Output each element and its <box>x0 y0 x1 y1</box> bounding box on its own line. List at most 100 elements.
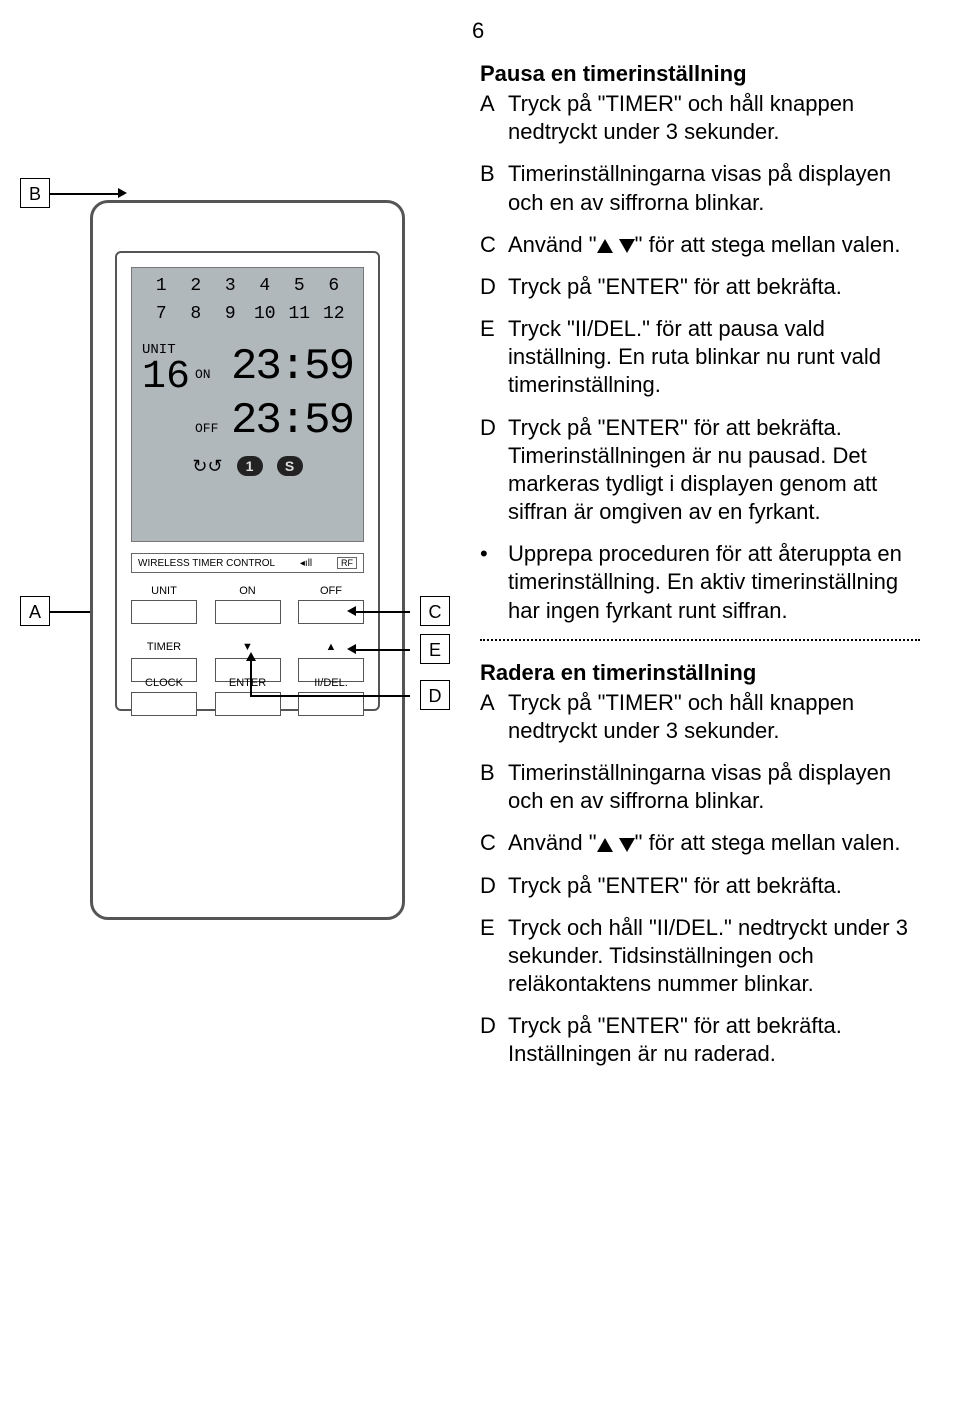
rf-label: RF <box>337 557 357 569</box>
step-body: Tryck på "ENTER" för att bekräfta. Timer… <box>508 414 920 527</box>
step-D1a: D Tryck på "ENTER" för att bekräfta. <box>480 273 920 301</box>
triangle-down-icon <box>619 838 635 852</box>
c-pre: Använd " <box>508 232 597 257</box>
leader-D-v <box>250 660 252 696</box>
step-letter: D <box>480 414 508 527</box>
step-A2: A Tryck på "TIMER" och håll knappen nedt… <box>480 689 920 745</box>
digit: 9 <box>216 304 244 324</box>
step-letter: D <box>480 872 508 900</box>
digit: 8 <box>182 304 210 324</box>
step-letter: E <box>480 315 508 399</box>
unit-value: 16 <box>142 358 195 398</box>
triangle-up-icon <box>597 239 613 253</box>
del-btn-label: II/DEL. <box>298 677 364 689</box>
step-letter: A <box>480 689 508 745</box>
leader-B <box>50 193 120 195</box>
step-letter: E <box>480 914 508 998</box>
digit: 7 <box>147 304 175 324</box>
unit-button[interactable] <box>131 600 197 624</box>
off-btn-label: OFF <box>298 585 364 597</box>
digit: 3 <box>216 276 244 296</box>
bullet-dot: • <box>480 540 508 624</box>
remote-body: 1 2 3 4 5 6 7 8 9 10 11 12 UNIT <box>90 200 405 920</box>
time-on: 23:59 <box>231 342 353 392</box>
button-row-3: CLOCK ENTER II/DEL. <box>131 677 364 716</box>
leader-C-arrow <box>347 606 356 616</box>
enter-btn-label: ENTER <box>215 677 281 689</box>
callout-D: D <box>420 680 450 710</box>
triangle-down-icon <box>619 239 635 253</box>
control-label-strip: WIRELESS TIMER CONTROL ◂ıll RF <box>131 553 364 573</box>
off-label: OFF <box>195 421 231 436</box>
page-number: 6 <box>472 18 484 44</box>
step-E1: E Tryck "II/DEL." för att pausa vald ins… <box>480 315 920 399</box>
step-C2: C Använd " " för att stega mellan valen. <box>480 829 920 857</box>
step-body: Tryck på "ENTER" för att bekräfta. Instä… <box>508 1012 920 1068</box>
step-body: Timerinställningarna visas på displayen … <box>508 160 920 216</box>
on-button[interactable] <box>215 600 281 624</box>
callout-C: C <box>420 596 450 626</box>
display-digits-row1: 1 2 3 4 5 6 <box>132 268 363 296</box>
step-letter: D <box>480 1012 508 1068</box>
remote-panel: 1 2 3 4 5 6 7 8 9 10 11 12 UNIT <box>115 251 380 711</box>
digit: 10 <box>251 304 279 324</box>
step-body: Använd " " för att stega mellan valen. <box>508 231 920 259</box>
digit: 11 <box>285 304 313 324</box>
step-letter: C <box>480 231 508 259</box>
step-body: Tryck och håll "II/DEL." nedtryckt under… <box>508 914 920 998</box>
step-D2b: D Tryck på "ENTER" för att bekräfta. Ins… <box>480 1012 920 1068</box>
section-divider <box>480 639 920 641</box>
step-body: Tryck "II/DEL." för att pausa vald instä… <box>508 315 920 399</box>
digit: 1 <box>147 276 175 296</box>
leader-E-arrow <box>347 644 356 654</box>
step-letter: B <box>480 160 508 216</box>
on-btn-label: ON <box>215 585 281 597</box>
lcd-display: 1 2 3 4 5 6 7 8 9 10 11 12 UNIT <box>131 267 364 542</box>
button-row-1: UNIT ON OFF <box>131 585 364 624</box>
callout-A: A <box>20 596 50 626</box>
step-body: Tryck på "ENTER" för att bekräfta. <box>508 872 920 900</box>
step-C1: C Använd " " för att stega mellan valen. <box>480 231 920 259</box>
section1-title: Pausa en timerinställning <box>480 60 920 88</box>
section2-title: Radera en timerinställning <box>480 659 920 687</box>
clock-button[interactable] <box>131 692 197 716</box>
leader-D-h <box>250 695 410 697</box>
c-post: " för att stega mellan valen. <box>635 232 901 257</box>
on-label: ON <box>195 367 231 382</box>
digit: 4 <box>251 276 279 296</box>
remote-diagram: B A 1 2 3 4 5 6 7 8 9 10 1 <box>55 200 405 920</box>
step-E2: E Tryck och håll "II/DEL." nedtryckt und… <box>480 914 920 998</box>
digit: 5 <box>285 276 313 296</box>
step-B2: B Timerinställningarna visas på displaye… <box>480 759 920 815</box>
timer-btn-label: TIMER <box>131 641 197 655</box>
control-text: WIRELESS TIMER CONTROL <box>138 558 275 569</box>
pill-S: S <box>277 456 303 476</box>
step-letter: A <box>480 90 508 146</box>
bullet-body: Upprepa proceduren för att återuppta en … <box>508 540 920 624</box>
bullet-repeat: • Upprepa proceduren för att återuppta e… <box>480 540 920 624</box>
leader-C <box>355 611 410 613</box>
digit: 2 <box>182 276 210 296</box>
instructions-column: Pausa en timerinställning A Tryck på "TI… <box>480 60 920 1069</box>
unit-btn-label: UNIT <box>131 585 197 597</box>
step-letter: B <box>480 759 508 815</box>
signal-icon: ◂ıll <box>300 558 312 569</box>
step-D1b: D Tryck på "ENTER" för att bekräfta. Tim… <box>480 414 920 527</box>
step-body: Tryck på "TIMER" och håll knappen nedtry… <box>508 689 920 745</box>
callout-E: E <box>420 634 450 664</box>
recycle-icon: ↻↺ <box>192 456 222 477</box>
step-letter: D <box>480 273 508 301</box>
display-mid: UNIT 16 ON 23:59 OFF 23:59 <box>132 324 363 450</box>
time-off: 23:59 <box>231 396 353 446</box>
step-body: Timerinställningarna visas på displayen … <box>508 759 920 815</box>
step-D2a: D Tryck på "ENTER" för att bekräfta. <box>480 872 920 900</box>
display-icons: ↻↺ 1 S <box>132 450 363 477</box>
step-body: Tryck på "TIMER" och håll knappen nedtry… <box>508 90 920 146</box>
digit: 12 <box>320 304 348 324</box>
digit: 6 <box>320 276 348 296</box>
c-post: " för att stega mellan valen. <box>635 830 901 855</box>
leader-B-arrow <box>118 188 127 198</box>
pill-1: 1 <box>237 456 263 476</box>
step-body: Tryck på "ENTER" för att bekräfta. <box>508 273 920 301</box>
c-pre: Använd " <box>508 830 597 855</box>
